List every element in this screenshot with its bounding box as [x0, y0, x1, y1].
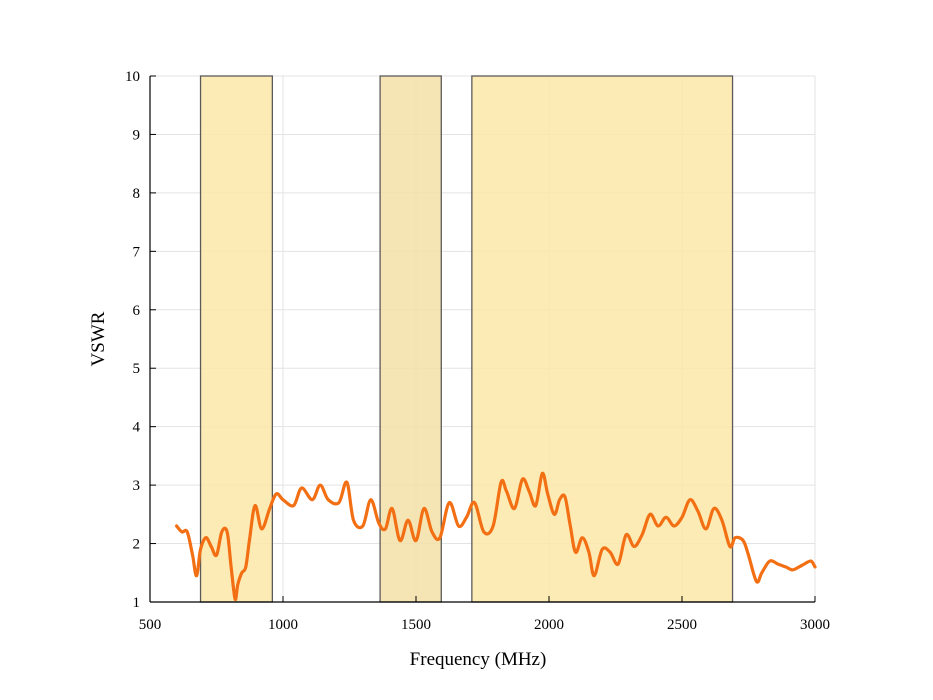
x-tick-label-1: 1000	[268, 617, 298, 633]
y-tick-label-5: 6	[133, 303, 141, 319]
y-tick-label-3: 4	[133, 420, 141, 436]
band-1	[199, 75, 274, 603]
y-tick-label-4: 5	[133, 361, 141, 377]
axes	[149, 75, 816, 603]
y-tick-label-7: 8	[133, 186, 141, 202]
x-axis-label: Frequency (MHz)	[410, 649, 547, 670]
x-tick-label-3: 2000	[534, 617, 564, 633]
y-tick-label-0: 1	[133, 595, 141, 611]
x-tick-label-4: 2500	[667, 617, 697, 633]
y-tick-label-9: 10	[125, 69, 140, 85]
x-tick-labels: 500 1000 1500 2000 2500 3000	[139, 617, 830, 633]
x-tick-label-5: 3000	[800, 617, 830, 633]
frequency-bands	[199, 75, 734, 603]
y-tick-labels: 1 2 3 4 5 6 7 8 9 10	[125, 69, 141, 611]
y-tick-label-2: 3	[133, 478, 141, 494]
y-tick-label-1: 2	[133, 537, 141, 553]
x-tick-label-0: 500	[139, 617, 162, 633]
series-lines	[175, 471, 817, 602]
y-tick-label-8: 9	[133, 127, 141, 143]
band-3	[471, 75, 734, 603]
series-line-0	[175, 471, 817, 602]
x-tick-label-2: 1500	[401, 617, 431, 633]
y-axis-label: VSWR	[88, 311, 109, 366]
y-tick-label-6: 7	[133, 244, 141, 260]
